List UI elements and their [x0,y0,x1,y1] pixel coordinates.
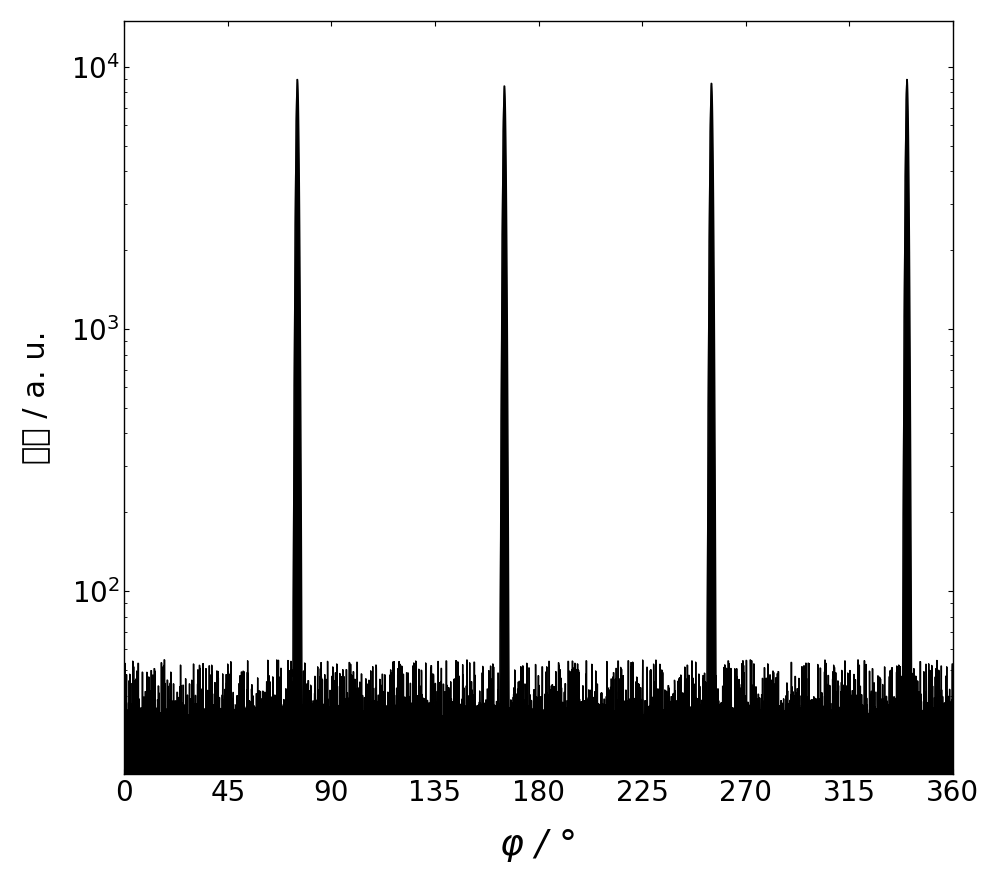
X-axis label: φ / °: φ / ° [500,828,577,862]
Y-axis label: 强度 / a. u.: 强度 / a. u. [21,331,50,464]
